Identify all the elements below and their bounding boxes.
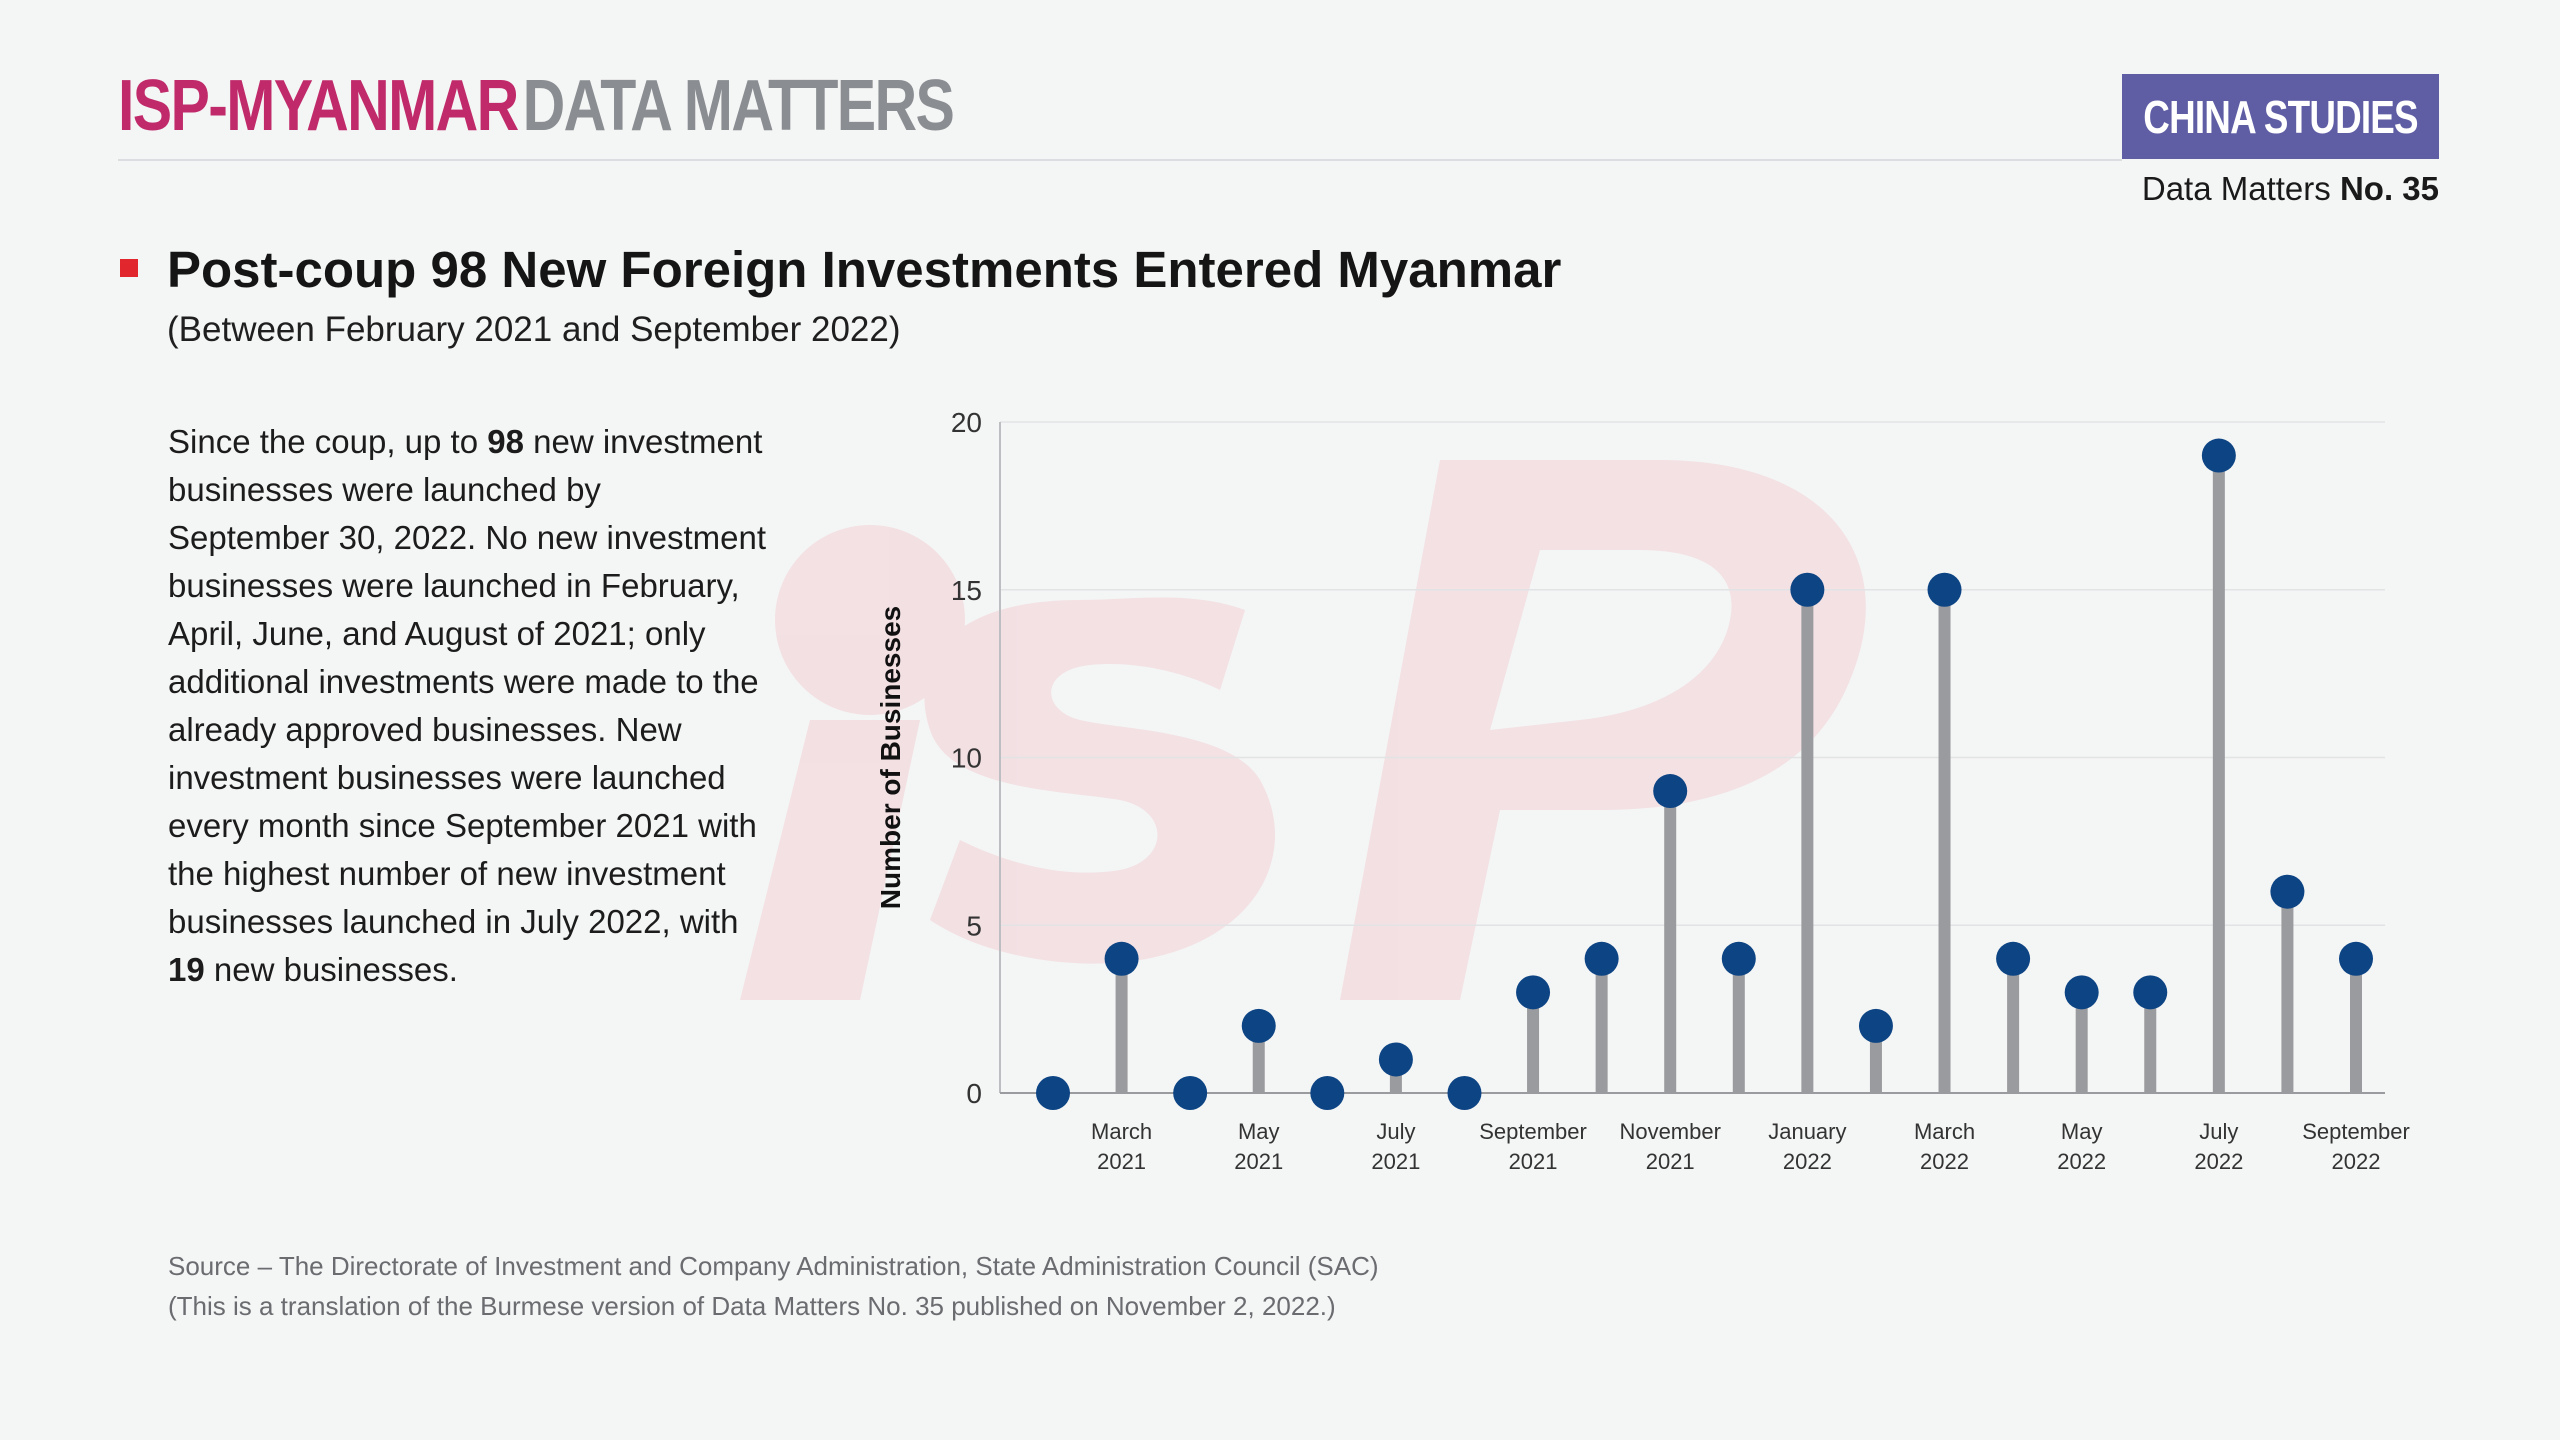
x-tick-label-month: September <box>2302 1119 2410 1144</box>
lollipop-stem <box>1938 589 1951 1093</box>
lollipop-dot <box>1996 941 2031 976</box>
lollipop-dot <box>1858 1008 1893 1043</box>
x-tick-label-month: July <box>2199 1119 2238 1144</box>
brand-secondary: DATA MATTERS <box>522 66 955 146</box>
lollipop-dot <box>1310 1076 1345 1110</box>
x-tick-label-year: 2021 <box>1234 1149 1283 1174</box>
y-axis-title: Number of Businesses <box>875 606 906 909</box>
issue-label: Data Matters No. 35 <box>2142 170 2439 208</box>
description-text: Since the coup, up to 98 new investment … <box>168 418 768 994</box>
brand-logo: ISP-MYANMARDATA MATTERS <box>118 70 955 142</box>
lollipop-stem <box>1595 958 1608 1093</box>
x-tick-label-year: 2022 <box>1783 1149 1832 1174</box>
lollipop-dot <box>1241 1008 1276 1043</box>
page-title: Post-coup 98 New Foreign Investments Ent… <box>167 241 1562 298</box>
issue-prefix: Data Matters <box>2141 170 2331 207</box>
x-tick-label-month: July <box>1376 1119 1415 1144</box>
y-tick-label: 0 <box>966 1078 982 1109</box>
source-line: Source – The Directorate of Investment a… <box>168 1251 1379 1281</box>
lollipop-dot <box>2201 438 2236 473</box>
y-tick-label: 10 <box>951 743 982 774</box>
x-tick-label-month: January <box>1768 1119 1846 1144</box>
x-tick-label-year: 2021 <box>1371 1149 1420 1174</box>
desc-part-3: new businesses. <box>204 951 458 988</box>
x-tick-label-month: March <box>1914 1119 1975 1144</box>
lollipop-stem <box>2144 992 2157 1093</box>
lollipop-dot <box>1653 774 1688 809</box>
y-tick-label: 5 <box>966 910 982 941</box>
lollipop-dot <box>1516 975 1551 1010</box>
lollipop-dot <box>1721 941 1756 976</box>
x-tick-label-month: March <box>1091 1119 1152 1144</box>
y-tick-label: 15 <box>951 575 982 606</box>
x-tick-label-year: 2022 <box>2057 1149 2106 1174</box>
x-tick-label-year: 2021 <box>1097 1149 1146 1174</box>
lollipop-dot <box>1104 941 1139 976</box>
page-subtitle: (Between February 2021 and September 202… <box>167 310 901 349</box>
y-tick-label: 20 <box>951 407 982 438</box>
series-badge: CHINA STUDIES <box>2122 74 2439 159</box>
brand-primary: ISP-MYANMAR <box>118 66 519 146</box>
isp-watermark-logo <box>740 460 1866 1000</box>
x-tick-label-year: 2022 <box>2194 1149 2243 1174</box>
lollipop-stem <box>2212 455 2225 1093</box>
lollipop-dot <box>2064 975 2099 1010</box>
lollipop-dot <box>1927 572 1962 607</box>
lollipop-dot <box>2270 874 2305 909</box>
x-tick-label-month: November <box>1619 1119 1720 1144</box>
lollipop-chart: 0 5 10 15 20 Number of Businesses March 2021 May… <box>875 407 2410 1174</box>
series-badge-label: CHINA STUDIES <box>2143 90 2418 143</box>
desc-part-2: new investment businesses were launched … <box>168 423 767 940</box>
x-tick-label-year: 2021 <box>1509 1149 1558 1174</box>
desc-part-1: Since the coup, up to <box>168 423 488 460</box>
x-tick-label-year: 2022 <box>1920 1149 1969 1174</box>
title-bullet <box>120 259 138 277</box>
desc-bold-total: 98 <box>487 423 524 460</box>
lollipop-dot <box>1584 941 1619 976</box>
lollipop-dot <box>1790 572 1825 607</box>
lollipop-stem <box>1801 589 1814 1093</box>
desc-bold-peak: 19 <box>168 951 205 988</box>
lollipop-stem <box>2281 891 2294 1093</box>
lollipop-stem <box>1115 958 1128 1093</box>
issue-number: No. 35 <box>2339 170 2439 207</box>
source-note: Source – The Directorate of Investment a… <box>168 1246 1379 1326</box>
header-divider <box>118 159 2122 161</box>
lollipop-stem <box>1252 1025 1265 1093</box>
lollipop-stem <box>1732 958 1745 1093</box>
x-tick-label-month: May <box>1238 1119 1280 1144</box>
lollipop-stem <box>2075 992 2088 1093</box>
lollipop-stem <box>1664 791 1677 1093</box>
translation-note: (This is a translation of the Burmese ve… <box>168 1291 1336 1321</box>
lollipop-dot <box>1378 1042 1413 1077</box>
lollipop-dot <box>2339 941 2373 976</box>
chart-container: 0 5 10 15 20 Number of Businesses March 2021 May… <box>870 380 2430 1200</box>
lollipop-stem <box>2007 958 2020 1093</box>
x-tick-label-month: May <box>2061 1119 2103 1144</box>
x-tick-label-year: 2021 <box>1646 1149 1695 1174</box>
lollipop-dot <box>1036 1076 1070 1110</box>
lollipop-dot <box>2133 975 2168 1010</box>
lollipop-stem <box>1869 1025 1882 1093</box>
x-tick-label-month: September <box>1479 1119 1587 1144</box>
lollipop-stem <box>2350 958 2362 1093</box>
lollipop-stem <box>1527 992 1540 1093</box>
lollipop-dot <box>1447 1076 1482 1110</box>
x-tick-label-year: 2022 <box>2332 1149 2381 1174</box>
lollipop-dot <box>1173 1076 1208 1110</box>
